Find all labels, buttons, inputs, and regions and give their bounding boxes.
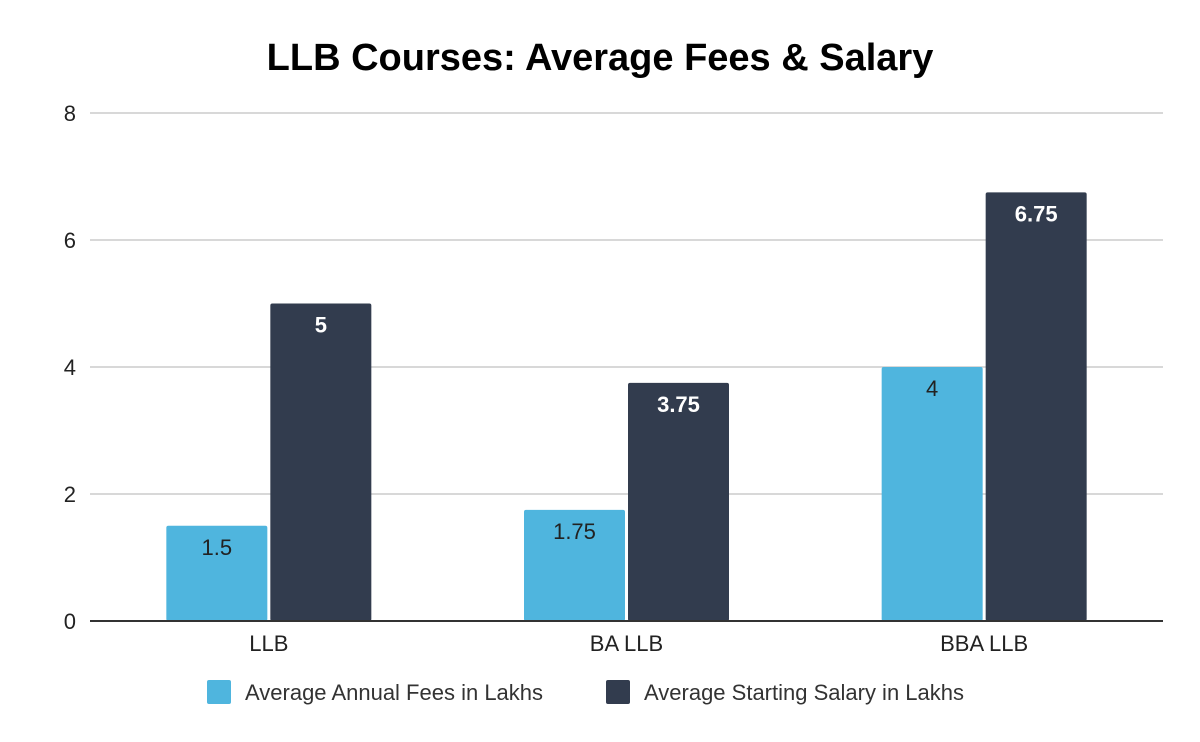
data-label: 6.75 [1015,201,1058,226]
bar [270,303,372,621]
legend-label: Average Starting Salary in Lakhs [644,680,964,705]
y-tick-label: 0 [64,609,76,634]
bar [628,382,729,621]
bar [985,192,1087,621]
x-tick-label: BBA LLB [940,631,1028,656]
data-label: 4 [926,376,938,401]
bar [166,525,268,621]
bar [524,509,625,621]
data-label: 1.75 [553,519,596,544]
bar [881,367,983,621]
y-tick-label: 6 [64,228,76,253]
legend-swatch [207,680,231,704]
data-labels: 1.5 5 1.75 3.75 4 6.75 [202,201,1058,559]
x-tick-label: LLB [249,631,288,656]
x-axis-categories: LLB BA LLB BBA LLB [249,631,1028,656]
y-tick-label: 2 [64,482,76,507]
data-label: 5 [315,313,327,338]
legend-swatch [606,680,630,704]
x-tick-label: BA LLB [590,631,663,656]
data-label: 1.5 [202,535,233,560]
chart-title: LLB Courses: Average Fees & Salary [267,37,934,79]
bars [166,192,1087,621]
legend-label: Average Annual Fees in Lakhs [245,680,543,705]
y-tick-label: 8 [64,101,76,126]
gridlines [90,112,1163,495]
data-label: 3.75 [657,392,700,417]
legend: Average Annual Fees in Lakhs Average Star… [207,680,964,705]
y-axis-ticks: 0 2 4 6 8 [64,101,76,634]
y-tick-label: 4 [64,355,76,380]
